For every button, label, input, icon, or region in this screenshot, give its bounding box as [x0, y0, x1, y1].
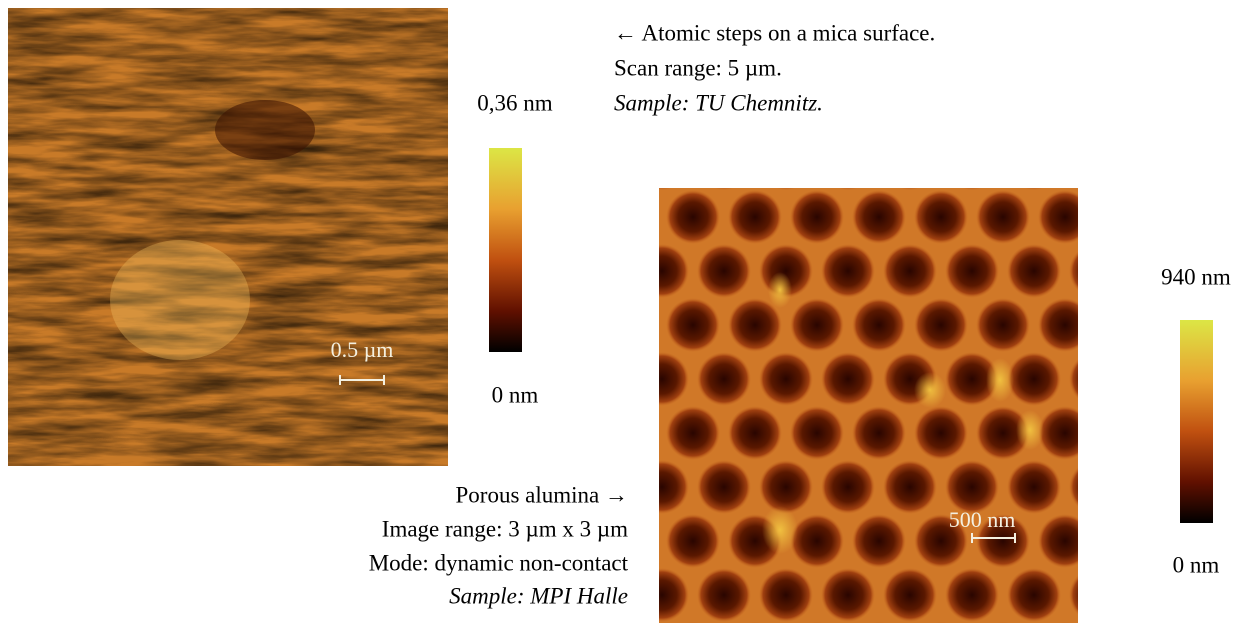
alumina-image: 500 nm: [659, 188, 1078, 623]
mica-image: 0.5 µm: [8, 8, 448, 466]
caption-line: Scan range: 5 µm.: [614, 55, 782, 80]
caption-line: Image range: 3 µm x 3 µm: [382, 516, 628, 541]
caption-line: Porous alumina →: [456, 482, 629, 507]
colorbar-min: 0 nm: [1173, 552, 1220, 577]
colorbar-max: 940 nm: [1161, 264, 1231, 289]
figure: 0.5 µm 0,36 nm 0 nm ← Atomic steps on a …: [0, 0, 1236, 627]
scale-bar-label: 0.5 µm: [331, 337, 394, 362]
colorbar-max: 0,36 nm: [477, 90, 553, 115]
colorbar-min: 0 nm: [492, 382, 539, 407]
scale-bar-label: 500 nm: [949, 507, 1016, 532]
caption-line: Sample: MPI Halle: [449, 583, 628, 608]
caption-line: ← Atomic steps on a mica surface.: [614, 20, 935, 45]
alumina-caption: Porous alumina → Image range: 3 µm x 3 µ…: [369, 482, 629, 608]
colorbar: [1180, 320, 1213, 523]
caption-line: Mode: dynamic non-contact: [369, 550, 629, 575]
colorbar: [489, 148, 522, 352]
mica-caption: ← Atomic steps on a mica surface. Scan r…: [614, 20, 935, 115]
caption-line: Sample: TU Chemnitz.: [614, 90, 823, 115]
